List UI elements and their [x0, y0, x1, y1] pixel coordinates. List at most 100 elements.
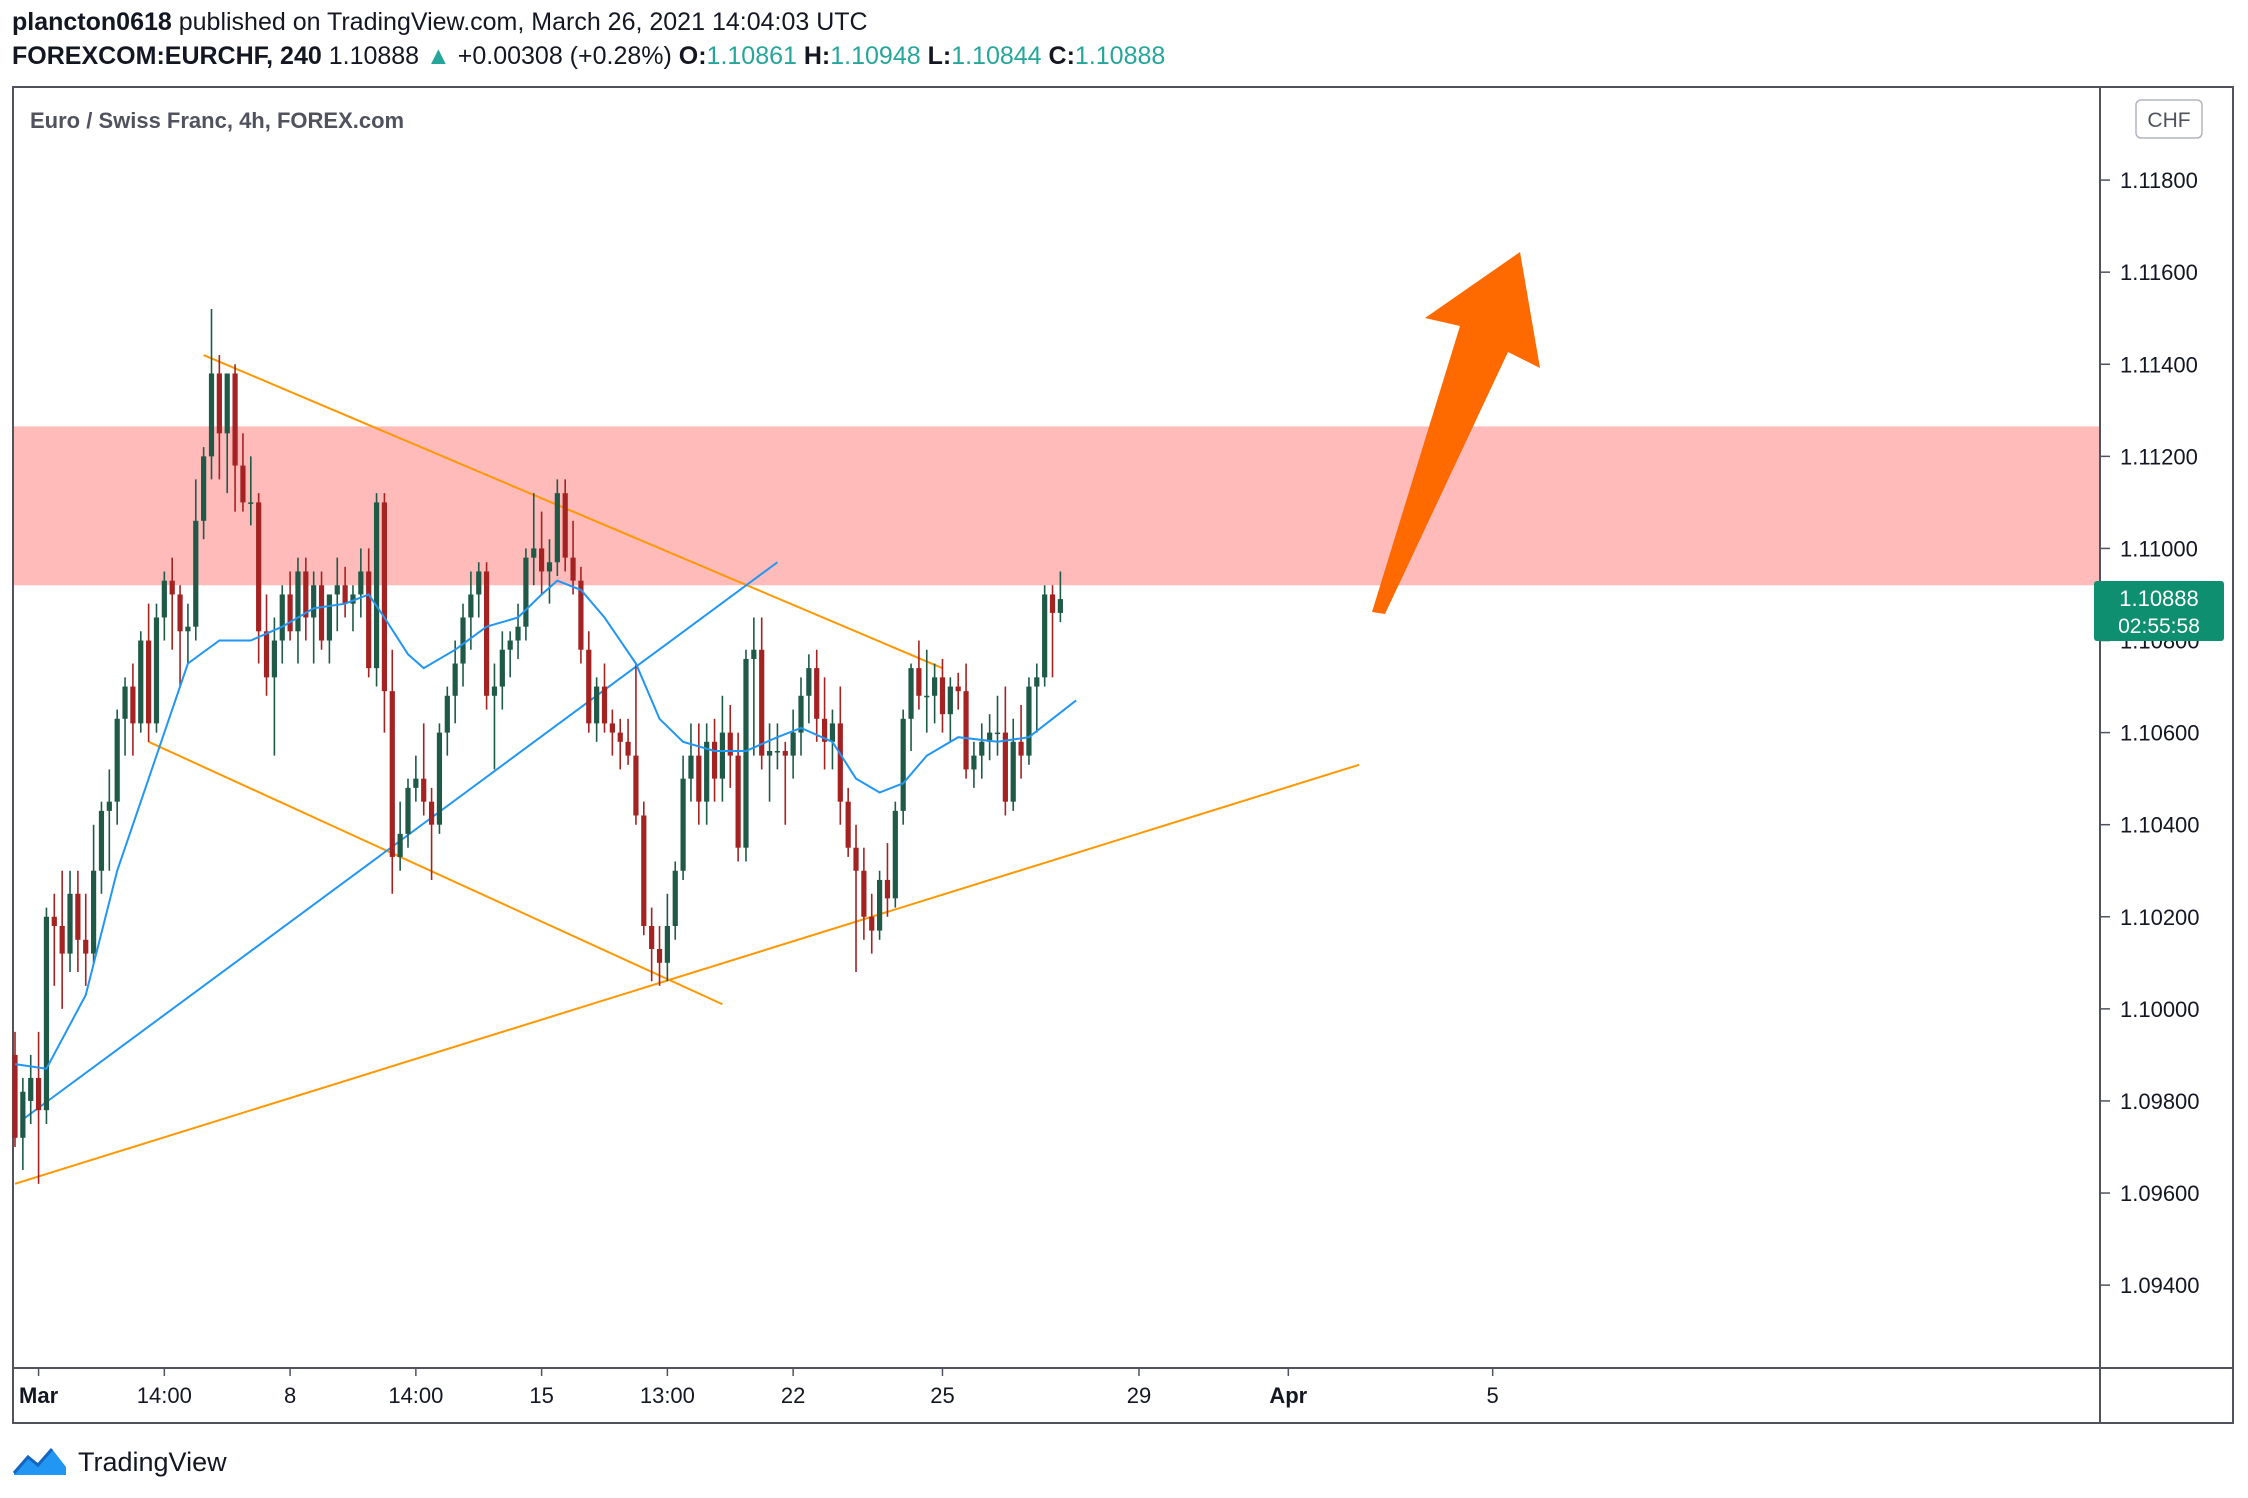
candle-body	[452, 663, 458, 696]
candle-body	[743, 658, 749, 848]
candle-body	[1034, 677, 1040, 687]
lower-trendline	[14, 763, 1360, 1185]
price-tick-label: 1.09600	[2120, 1181, 2200, 1206]
candle-body	[625, 741, 631, 756]
candle-body	[421, 778, 427, 802]
candle-body	[334, 585, 340, 595]
candle-body	[601, 686, 608, 724]
candle-body	[295, 571, 301, 632]
candle-body	[688, 755, 694, 779]
price-tick-label: 1.11200	[2120, 444, 2198, 469]
candle-body	[59, 925, 65, 954]
candles-layer	[12, 309, 1063, 1184]
candle-body	[287, 594, 293, 632]
candle-body	[405, 787, 411, 834]
candle-body	[35, 1077, 42, 1111]
candle-body	[947, 686, 953, 715]
candle-body	[987, 732, 993, 742]
candle-body	[751, 649, 757, 659]
candle-body	[366, 571, 372, 669]
candle-body	[491, 686, 498, 696]
candle-body	[649, 925, 655, 950]
ohlc-line: FOREXCOM:EURCHF, 240 1.10888 ▲ +0.00308 …	[12, 42, 1165, 71]
candle-body	[436, 732, 443, 825]
chart-frame[interactable]	[12, 86, 2234, 1424]
candle-body	[704, 741, 710, 802]
candle-body	[963, 691, 969, 770]
candle-body	[837, 723, 843, 802]
axis-layer: 1.118001.116001.114001.112001.110001.108…	[14, 88, 2232, 1422]
price-tick-label: 1.09400	[2120, 1273, 2200, 1298]
candle-body	[279, 594, 285, 641]
candle-body	[232, 373, 238, 466]
candle-body	[594, 686, 600, 724]
candle-body	[586, 649, 592, 724]
candle-body	[727, 732, 733, 756]
candle-body	[782, 751, 788, 756]
candle-body	[499, 649, 505, 687]
candle-body	[67, 893, 73, 954]
time-tick-label: 15	[529, 1383, 553, 1408]
low-label: L:	[927, 42, 952, 70]
price-tick-label: 1.09800	[2120, 1089, 2200, 1114]
time-tick-label: Apr	[1269, 1383, 1307, 1408]
candle-body	[680, 778, 686, 871]
close-value: 1.10888	[1074, 42, 1166, 70]
bullish-arrow-icon	[1372, 252, 1540, 614]
candle-body	[185, 626, 191, 632]
candle-body	[161, 580, 167, 618]
candle-body	[130, 686, 136, 724]
price-tick-label: 1.11800	[2120, 168, 2198, 193]
candle-body	[939, 677, 946, 715]
symbol-label: FOREXCOM:EURCHF, 240	[12, 42, 322, 70]
candle-body	[570, 557, 576, 581]
candle-body	[256, 502, 262, 632]
currency-button[interactable]	[2135, 99, 2203, 139]
candle-body	[735, 755, 741, 848]
candle-body	[122, 686, 128, 719]
author-name[interactable]: plancton0618	[12, 8, 172, 36]
candle-body	[146, 640, 152, 724]
candle-body	[562, 493, 568, 558]
resistance-zone	[14, 426, 2100, 586]
candle-body	[208, 373, 215, 457]
candle-body	[531, 548, 537, 558]
candle-body	[240, 465, 246, 503]
candle-body	[43, 916, 50, 1111]
candle-body	[994, 732, 1001, 735]
change-arrow-icon: ▲	[426, 42, 451, 70]
candle-body	[271, 640, 277, 678]
candle-body	[1026, 686, 1032, 756]
candle-body	[413, 778, 419, 788]
candle-body	[877, 879, 883, 931]
candle-body	[766, 751, 773, 756]
candle-body	[303, 571, 309, 618]
candle-body	[201, 456, 207, 521]
candle-body	[381, 502, 388, 692]
candle-body	[98, 810, 105, 871]
current-price-tag	[2094, 581, 2224, 641]
price-tick-label: 1.11400	[2120, 352, 2198, 377]
candle-body	[114, 718, 120, 802]
candle-body	[853, 847, 859, 871]
candle-body	[515, 626, 521, 641]
price-tick-label: 1.10400	[2120, 813, 2200, 838]
candle-body	[350, 594, 356, 604]
open-label: O:	[678, 42, 707, 70]
candle-body	[617, 732, 623, 742]
moving-average-line	[14, 579, 1077, 1070]
candle-body	[892, 810, 898, 899]
tradingview-footer[interactable]: TradingView	[12, 1444, 227, 1480]
candle-body	[106, 801, 112, 811]
candle-body	[672, 870, 678, 926]
open-value: 1.10861	[706, 42, 797, 70]
candle-body	[711, 741, 718, 779]
annotation-layer: 1.10888 02:55:58	[1372, 252, 2224, 641]
candle-body	[326, 594, 332, 641]
candle-body	[806, 668, 812, 696]
candle-body	[358, 571, 364, 595]
candle-body	[444, 695, 450, 733]
candle-body	[633, 755, 639, 816]
candle-body	[979, 741, 985, 756]
